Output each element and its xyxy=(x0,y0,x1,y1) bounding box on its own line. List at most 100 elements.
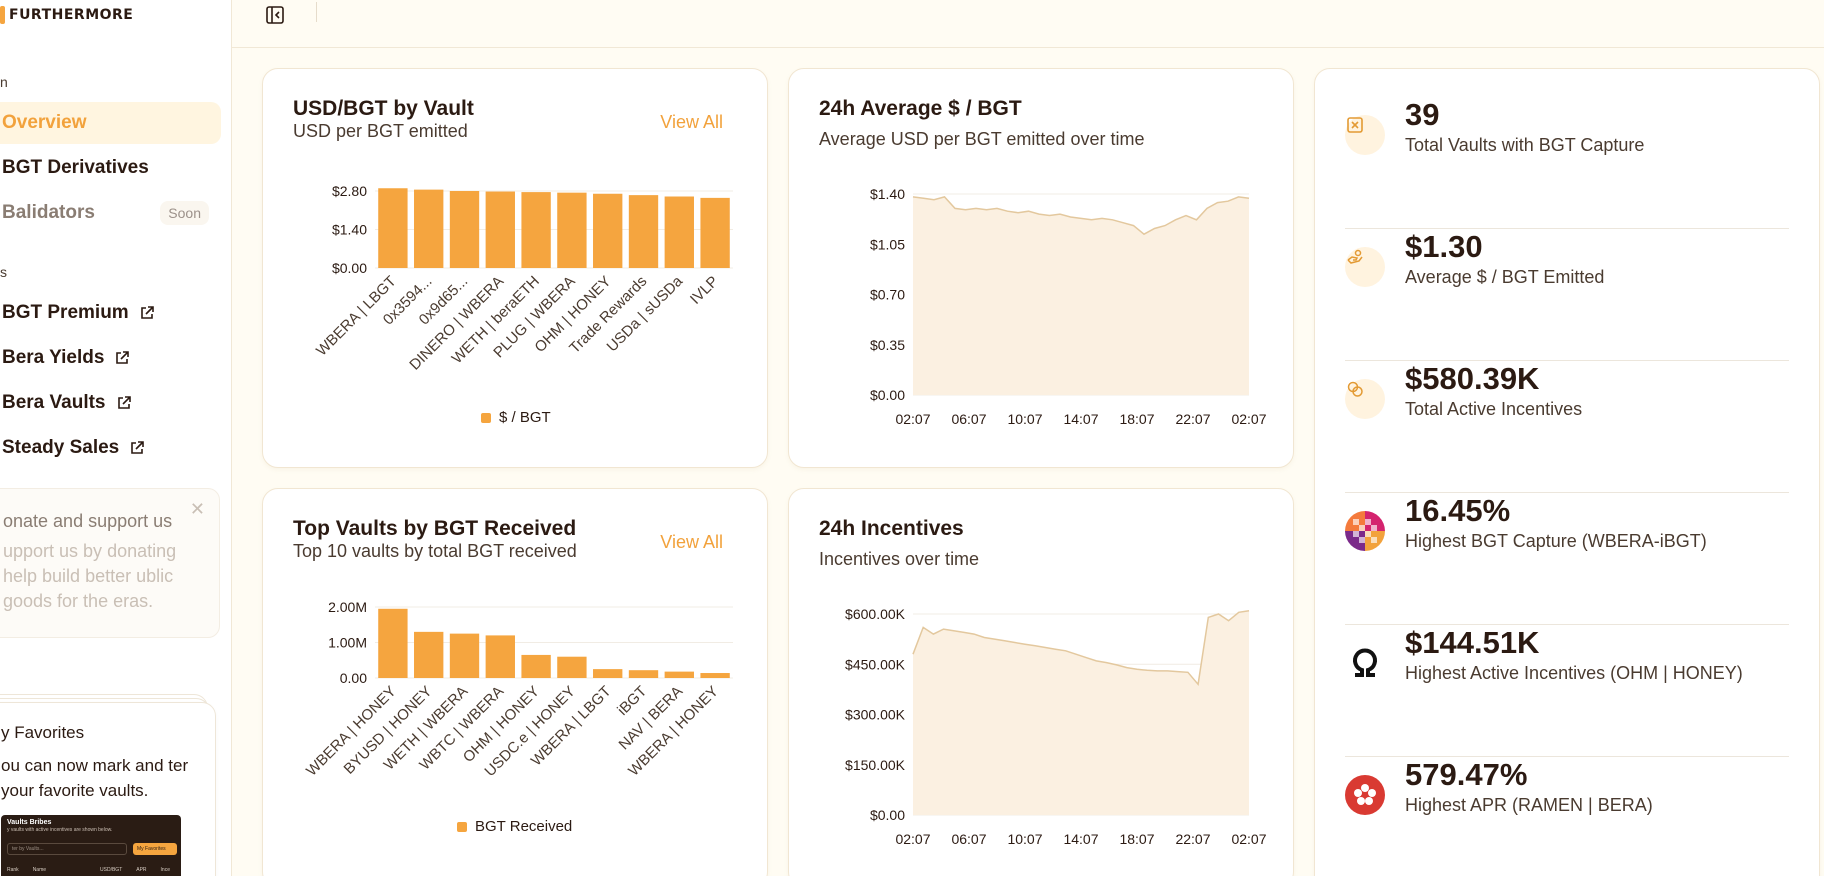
card-24h-incentives: 24h Incentives Incentives over time $0.0… xyxy=(788,488,1294,876)
incentives-area-chart: $0.00 $150.00K $300.00K $450.00K $600.00K 02:… xyxy=(845,606,1267,847)
brand[interactable]: FURTHERMORE xyxy=(0,6,133,24)
sidebar: FURTHERMORE n Overview BGT Derivatives B… xyxy=(0,0,232,876)
stat-value: $1.30 xyxy=(1405,229,1483,264)
y-tick-label: 2.00M xyxy=(328,599,367,615)
section-label-main: n xyxy=(0,74,8,90)
area-fill xyxy=(913,610,1249,815)
preview-title: Vaults Bribes xyxy=(7,819,52,826)
card-subtitle: Average USD per BGT emitted over time xyxy=(819,129,1145,149)
card-subtitle: Incentives over time xyxy=(819,549,980,569)
ramen-icon xyxy=(1345,775,1385,815)
preview-col: USD/BGT xyxy=(100,867,123,873)
nav-item-bera-yields[interactable]: Bera Yields xyxy=(0,337,221,379)
stat-row: 39 Total Vaults with BGT Capture xyxy=(1345,97,1789,229)
legend-label: BGT Received xyxy=(475,818,573,835)
nav-item-label: Bera Yields xyxy=(2,347,105,368)
favorites-preview-image: Vaults Bribes y vaults with active incen… xyxy=(1,815,181,876)
external-link-icon xyxy=(140,306,154,319)
donate-body: upport us by donating help build better … xyxy=(3,541,177,611)
stat-label: Average $ / BGT Emitted xyxy=(1405,267,1605,287)
stat-row: 16.45% Highest BGT Capture (WBERA-iBGT) xyxy=(1345,493,1789,625)
chart-legend: $ / BGT xyxy=(481,409,551,426)
view-all-link[interactable]: View All xyxy=(660,532,723,552)
x-tick-label: 14:07 xyxy=(1063,831,1098,847)
bar xyxy=(593,669,623,678)
top-bar xyxy=(232,0,1824,48)
view-all-link[interactable]: View All xyxy=(660,112,723,132)
card-top-vaults: Top Vaults by BGT Received Top 10 vaults… xyxy=(262,488,768,876)
stat-row: 579.47% Highest APR (RAMEN | BERA) xyxy=(1345,757,1789,876)
stat-label: Total Vaults with BGT Capture xyxy=(1405,135,1645,155)
bar xyxy=(485,635,515,678)
stat-value: 16.45% xyxy=(1405,493,1511,528)
y-tick-label: $1.40 xyxy=(870,186,905,202)
card-title: 24h Average $ / BGT xyxy=(819,97,1022,120)
hand-coin-icon xyxy=(1345,247,1385,287)
y-tick-label: $600.00K xyxy=(845,606,906,622)
favorites-card[interactable]: y Favorites ou can now mark and ter your… xyxy=(0,702,216,876)
nav-item-steady-sales[interactable]: Steady Sales xyxy=(0,427,221,469)
legend-swatch xyxy=(481,412,491,423)
nav-item-label: Bera Vaults xyxy=(2,392,106,413)
y-tick-label: $0.35 xyxy=(870,337,905,353)
x-tick-label: 14:07 xyxy=(1063,411,1098,427)
bar xyxy=(557,656,587,678)
coins-icon xyxy=(1345,379,1385,419)
nav-item-label: BGT Derivatives xyxy=(2,157,149,178)
x-tick-label: 22:07 xyxy=(1175,411,1210,427)
close-icon[interactable]: ✕ xyxy=(189,499,205,519)
x-tick-label: 18:07 xyxy=(1119,411,1154,427)
x-tick-label: 06:07 xyxy=(951,831,986,847)
brand-name: FURTHERMORE xyxy=(9,7,134,23)
y-tick-label: 0.00 xyxy=(340,670,367,686)
preview-subtitle: y vaults with active incentives are show… xyxy=(7,827,113,833)
top-bar-divider xyxy=(316,2,317,22)
bar xyxy=(521,192,551,268)
nav-item-label: Overview xyxy=(2,112,87,133)
bar xyxy=(378,608,408,678)
y-tick-label: $0.00 xyxy=(870,807,905,823)
stat-value: $580.39K xyxy=(1405,361,1540,396)
series-line xyxy=(912,196,1250,236)
y-tick-label: $450.00K xyxy=(845,656,906,672)
sidebar-toggle-icon[interactable] xyxy=(264,4,286,26)
favorites-body: ou can now mark and ter your favorite va… xyxy=(1,756,189,800)
bar xyxy=(485,191,515,268)
stat-value: $144.51K xyxy=(1405,625,1540,660)
nav-item-bgt-derivatives[interactable]: BGT Derivatives xyxy=(0,147,221,189)
favorites-title: y Favorites xyxy=(1,723,85,742)
bar xyxy=(414,631,444,678)
nav-item-label: Balidators xyxy=(2,202,95,223)
y-tick-label: $300.00K xyxy=(845,707,906,723)
external-link-icon xyxy=(116,351,130,364)
bar xyxy=(521,654,551,678)
bar xyxy=(628,195,659,268)
preview-favorites-button: My Favorites xyxy=(133,843,177,855)
nav-item-overview[interactable]: Overview xyxy=(0,102,221,144)
external-link-icon xyxy=(117,396,131,409)
nav-item-bera-vaults[interactable]: Bera Vaults xyxy=(0,382,221,424)
avg-usd-bgt-area-chart: $0.00 $0.35 $0.70 $1.05 $1.40 02:07 06:07 10:07… xyxy=(870,186,1267,427)
ohm-icon xyxy=(1345,643,1385,683)
nav-item-bgt-premium[interactable]: BGT Premium xyxy=(0,292,221,334)
checker-token-icon xyxy=(1345,511,1385,551)
preview-col: Ince xyxy=(160,867,170,873)
nav-item-balidators[interactable]: Balidators Soon xyxy=(0,192,221,234)
preview-col: APR xyxy=(136,867,147,873)
bar xyxy=(449,191,480,268)
preview-search: ter by Vaults... xyxy=(7,843,127,855)
bar xyxy=(593,193,623,268)
card-subtitle: USD per BGT emitted xyxy=(293,121,468,141)
y-tick-label: $150.00K xyxy=(845,757,906,773)
card-title: 24h Incentives xyxy=(819,517,964,540)
bar xyxy=(700,197,730,268)
bar xyxy=(664,671,694,678)
vault-icon xyxy=(1345,115,1385,155)
y-tick-label: $1.40 xyxy=(332,222,367,238)
x-tick-label: 02:07 xyxy=(895,831,930,847)
stat-row: $1.30 Average $ / BGT Emitted xyxy=(1345,229,1789,361)
nav-item-label: Steady Sales xyxy=(2,437,120,458)
x-tick-label: 10:07 xyxy=(1007,831,1042,847)
stat-label: Highest BGT Capture (WBERA-iBGT) xyxy=(1405,531,1707,551)
